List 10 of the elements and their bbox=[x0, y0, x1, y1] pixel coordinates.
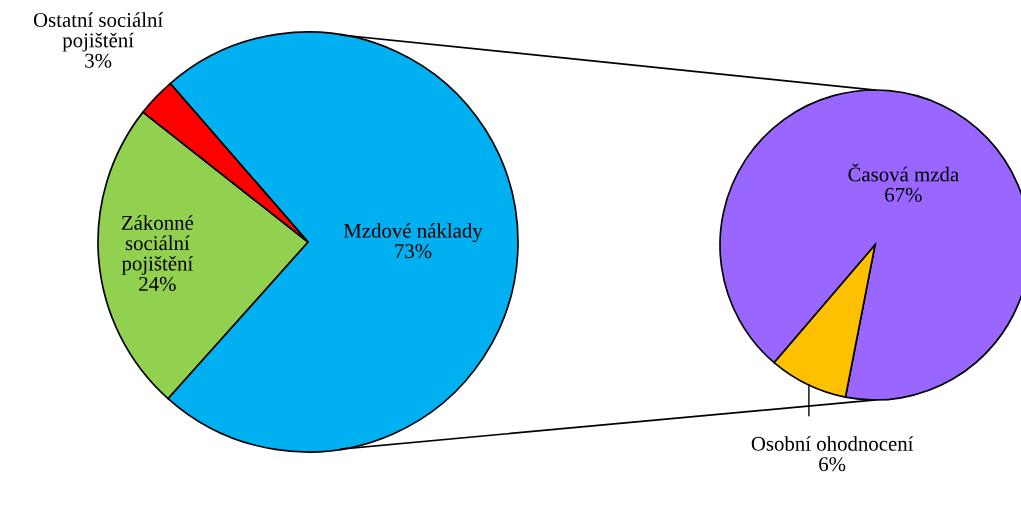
data-label: 6% bbox=[819, 457, 846, 472]
slice-label: Mzdové náklady bbox=[343, 223, 483, 243]
slice-label: Osobní ohodnocení bbox=[751, 436, 914, 451]
data-label: 73% bbox=[395, 244, 432, 259]
slice-label: Časová mzda bbox=[848, 163, 959, 182]
data-label: 24% bbox=[139, 276, 176, 291]
data-label: 67% bbox=[885, 187, 922, 202]
slice-label: Ostatní sociální pojištění bbox=[33, 12, 164, 52]
data-label: 3% bbox=[85, 53, 112, 68]
slice-label: Zákonné sociální pojištění bbox=[121, 215, 194, 275]
